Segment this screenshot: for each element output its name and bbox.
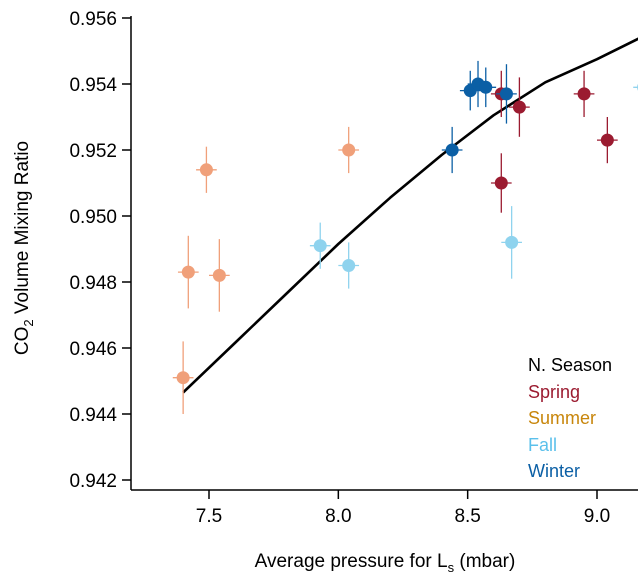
y-tick-label: 0.948: [69, 273, 117, 294]
y-tick-label: 0.942: [69, 471, 117, 492]
x-tick-label: 8.0: [325, 506, 351, 527]
axes: [130, 16, 638, 491]
point-marker: [600, 133, 614, 147]
x-axis-title-unit: (mbar): [454, 551, 515, 572]
point-marker: [494, 176, 508, 190]
point-marker: [176, 371, 190, 385]
data-point-fall: [309, 222, 331, 269]
y-tick-label: 0.950: [69, 207, 117, 228]
x-axis-title-main: Average pressure for L: [255, 551, 448, 572]
y-tick-label: 0.944: [69, 405, 117, 426]
y-axis-title-subscript: 2: [21, 319, 36, 326]
legend-entry-summer: Summer: [528, 408, 596, 428]
point-marker: [199, 163, 213, 177]
legend-entry-winter: Winter: [528, 461, 580, 481]
x-axis-title-subscript: s: [448, 560, 455, 575]
legend-entry-spring: Spring: [528, 382, 580, 402]
y-axis-title-prefix: CO: [12, 327, 33, 356]
point-marker: [577, 87, 591, 101]
point-marker: [479, 80, 493, 94]
y-ticks: 0.942 0.944 0.946 0.948 0.950 0.952 0.954 0.956: [69, 9, 131, 492]
fit-curve: [182, 37, 638, 394]
data-point-summer: [196, 146, 217, 193]
data-point-summer: [172, 341, 194, 414]
point-marker: [313, 239, 327, 253]
point-marker: [342, 143, 356, 157]
y-tick-label: 0.952: [69, 141, 117, 162]
data-point-summer: [177, 235, 199, 309]
point-marker: [212, 268, 226, 282]
data-point-winter: [475, 67, 497, 108]
y-axis-title: CO2 Volume Mixing Ratio: [12, 141, 36, 355]
x-axis-title: Average pressure for Ls (mbar): [255, 551, 516, 575]
point-marker: [445, 143, 459, 157]
data-point-spring: [490, 153, 512, 213]
data-point-spring: [597, 117, 618, 164]
legend: N. Season Spring Summer Fall Winter: [528, 355, 612, 481]
point-marker: [342, 259, 356, 272]
y-axis-title-suffix: Volume Mixing Ratio: [12, 141, 33, 319]
y-tick-label: 0.946: [69, 339, 117, 360]
point-marker: [505, 235, 519, 249]
data-point-winter: [496, 64, 517, 124]
point-marker: [181, 265, 195, 279]
data-point-summer: [338, 126, 360, 174]
x-tick-label: 9.0: [584, 506, 610, 527]
data-point-fall: [501, 206, 522, 279]
data-point-fall: [338, 242, 360, 289]
x-tick-label: 8.5: [454, 506, 480, 527]
x-tick-label: 7.5: [196, 506, 222, 527]
data-point-spring: [509, 77, 530, 137]
y-tick-label: 0.956: [69, 9, 117, 30]
point-marker: [499, 87, 513, 101]
data-point-fall: [633, 83, 638, 91]
data-point-summer: [209, 239, 230, 312]
x-ticks: 7.5 8.0 8.5 9.0: [196, 490, 610, 527]
fit-layer: [182, 37, 638, 394]
legend-title: N. Season: [528, 355, 612, 375]
points-layer: [172, 60, 638, 414]
data-point-winter: [441, 126, 463, 174]
legend-entry-fall: Fall: [528, 435, 557, 455]
data-point-spring: [573, 70, 595, 117]
y-tick-label: 0.954: [69, 75, 117, 96]
point-marker: [512, 100, 526, 114]
